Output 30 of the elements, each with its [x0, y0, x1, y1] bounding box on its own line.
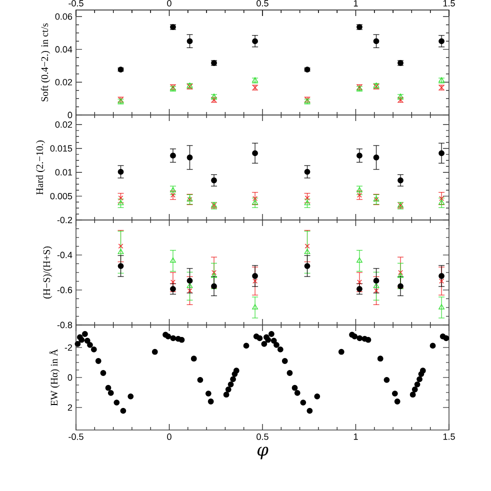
y-tick-label: -0.2: [57, 216, 72, 224]
y-tick-label: 0.04: [55, 46, 72, 53]
y-tick-label: -0.6: [57, 286, 72, 294]
x-axis-title: φ: [257, 446, 268, 460]
x-tick-label: 0: [167, 434, 172, 440]
x2-tick-label: -0.5: [68, 0, 84, 6]
y-axis-title: Hard (2.−10.): [36, 140, 46, 195]
x2-tick-label: 1.5: [443, 0, 455, 6]
y-tick-label: 2: [68, 404, 72, 411]
y-axis-title: (H−S)/(H+S): [43, 246, 52, 299]
y-tick-label: -2: [64, 344, 72, 351]
x2-tick-label: 0.5: [256, 0, 268, 6]
y-tick-label: 0.005: [50, 192, 72, 200]
y-tick-label: 0: [68, 374, 72, 381]
y-tick-label: 0.02: [55, 121, 72, 128]
x-tick-label: -0.5: [68, 434, 84, 440]
x2-tick-label: 1: [354, 0, 358, 6]
y-tick-label: 0.02: [55, 78, 72, 86]
y-tick-label: 0.06: [55, 13, 72, 20]
y-tick-label: -0.8: [57, 322, 72, 328]
x-tick-label: 1.5: [443, 434, 455, 440]
x2-tick-label: 0: [167, 0, 172, 6]
x-tick-label: 0.5: [256, 434, 268, 440]
x-tick-label: 1: [354, 434, 358, 440]
y-axis-title: EW (Hα) in Å: [49, 348, 60, 406]
y-tick-label: 0: [68, 112, 72, 118]
y-axis-title: Soft (0.4−2.) in ct/s: [40, 23, 50, 102]
y-tick-label: 0.01: [55, 169, 72, 176]
y-tick-label: 0.015: [50, 145, 72, 152]
y-tick-label: -0.4: [57, 252, 72, 258]
